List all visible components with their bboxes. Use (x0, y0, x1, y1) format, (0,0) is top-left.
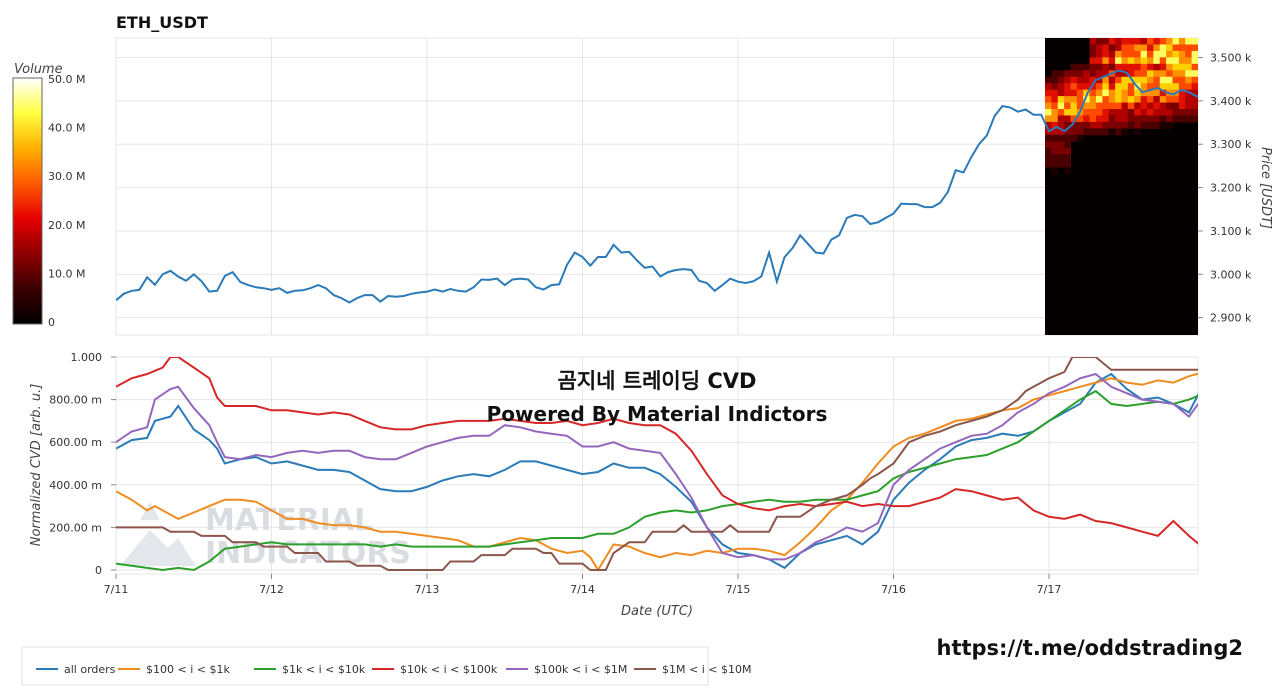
x-tick-label: 7/16 (881, 583, 906, 596)
watermark-line1: MATERIAL (205, 503, 373, 538)
cvd-series-line-5 (116, 357, 1198, 571)
price-tick-label: 3.300 k (1210, 138, 1252, 151)
legend-entry[interactable]: $1M < i < $10M (662, 663, 751, 676)
x-tick-label: 7/12 (259, 583, 284, 596)
x-tick-label: 7/11 (104, 583, 129, 596)
price-tick-label: 3.100 k (1210, 225, 1252, 238)
price-line (116, 69, 1198, 304)
overlay-subtitle: Powered By Material Indictors (487, 402, 828, 426)
cvd-tick-label: 1.000 (71, 351, 103, 364)
volume-colorbar: Volume 0 10.0 M 20.0 M 30.0 M 40.0 M 50.0 M (12, 62, 85, 329)
legend: all orders $100 < i < $1k $1k < i < $10k $1… (21, 646, 751, 686)
price-tick-label: 3.000 k (1210, 268, 1252, 281)
cvd-tick-label: 0 (95, 564, 102, 577)
price-plot-area (115, 37, 1199, 336)
colorbar-title: Volume (14, 62, 63, 77)
x-tick-label: 7/14 (570, 583, 595, 596)
x-tick-label: 7/13 (415, 583, 440, 596)
price-axis-label: Price [USDT] (1258, 147, 1273, 229)
cvd-tick-label: 200.00 m (49, 521, 102, 534)
cvd-series-line-2 (116, 389, 1198, 572)
cvd-tick-label: 800.00 m (49, 394, 102, 407)
volume-heatmap (1045, 38, 1198, 335)
legend-entry[interactable]: $100 < i < $1k (146, 663, 230, 676)
cvd-series-line-0 (116, 372, 1198, 570)
colorbar-tick-label: 10.0 M (48, 267, 85, 280)
x-axis-label: Date (UTC) (621, 604, 693, 619)
price-tick-label: 3.500 k (1210, 52, 1252, 65)
cvd-tick-label: 600.00 m (49, 436, 102, 449)
price-tick-label: 2.900 k (1210, 312, 1252, 325)
colorbar-tick-label: 0 (48, 316, 55, 329)
colorbar-tick-label: 50.0 M (48, 73, 85, 86)
cvd-axis-label: Normalized CVD [arb. u.] (29, 384, 44, 547)
colorbar-tick-label: 40.0 M (48, 122, 85, 135)
x-tick-label: 7/15 (726, 583, 751, 596)
telegram-link[interactable]: https://t.me/oddstrading2 (937, 636, 1244, 660)
cvd-series-line-4 (116, 372, 1198, 561)
chart-title: ETH_USDT (116, 13, 208, 32)
colorbar-tick-label: 30.0 M (48, 170, 85, 183)
price-tick-label: 3.400 k (1210, 95, 1252, 108)
legend-entry[interactable]: $10k < i < $100k (400, 663, 498, 676)
legend-entry[interactable]: $1k < i < $10k (282, 663, 366, 676)
cvd-plot-area (115, 356, 1199, 575)
legend-entry[interactable]: $100k < i < $1M (534, 663, 627, 676)
cvd-series-line-3 (116, 357, 1198, 545)
price-tick-label: 3.200 k (1210, 182, 1252, 195)
colorbar-gradient (12, 77, 43, 325)
overlay-title: 곰지네 트레이딩 CVD (558, 369, 757, 393)
cvd-tick-label: 400.00 m (49, 479, 102, 492)
x-tick-label: 7/17 (1037, 583, 1062, 596)
legend-entry[interactable]: all orders (64, 663, 116, 676)
colorbar-tick-label: 20.0 M (48, 219, 85, 232)
legend-box (21, 646, 709, 686)
price-panel: 2.900 k 3.000 k 3.100 k 3.200 k 3.300 k 3.400… (115, 37, 1273, 336)
